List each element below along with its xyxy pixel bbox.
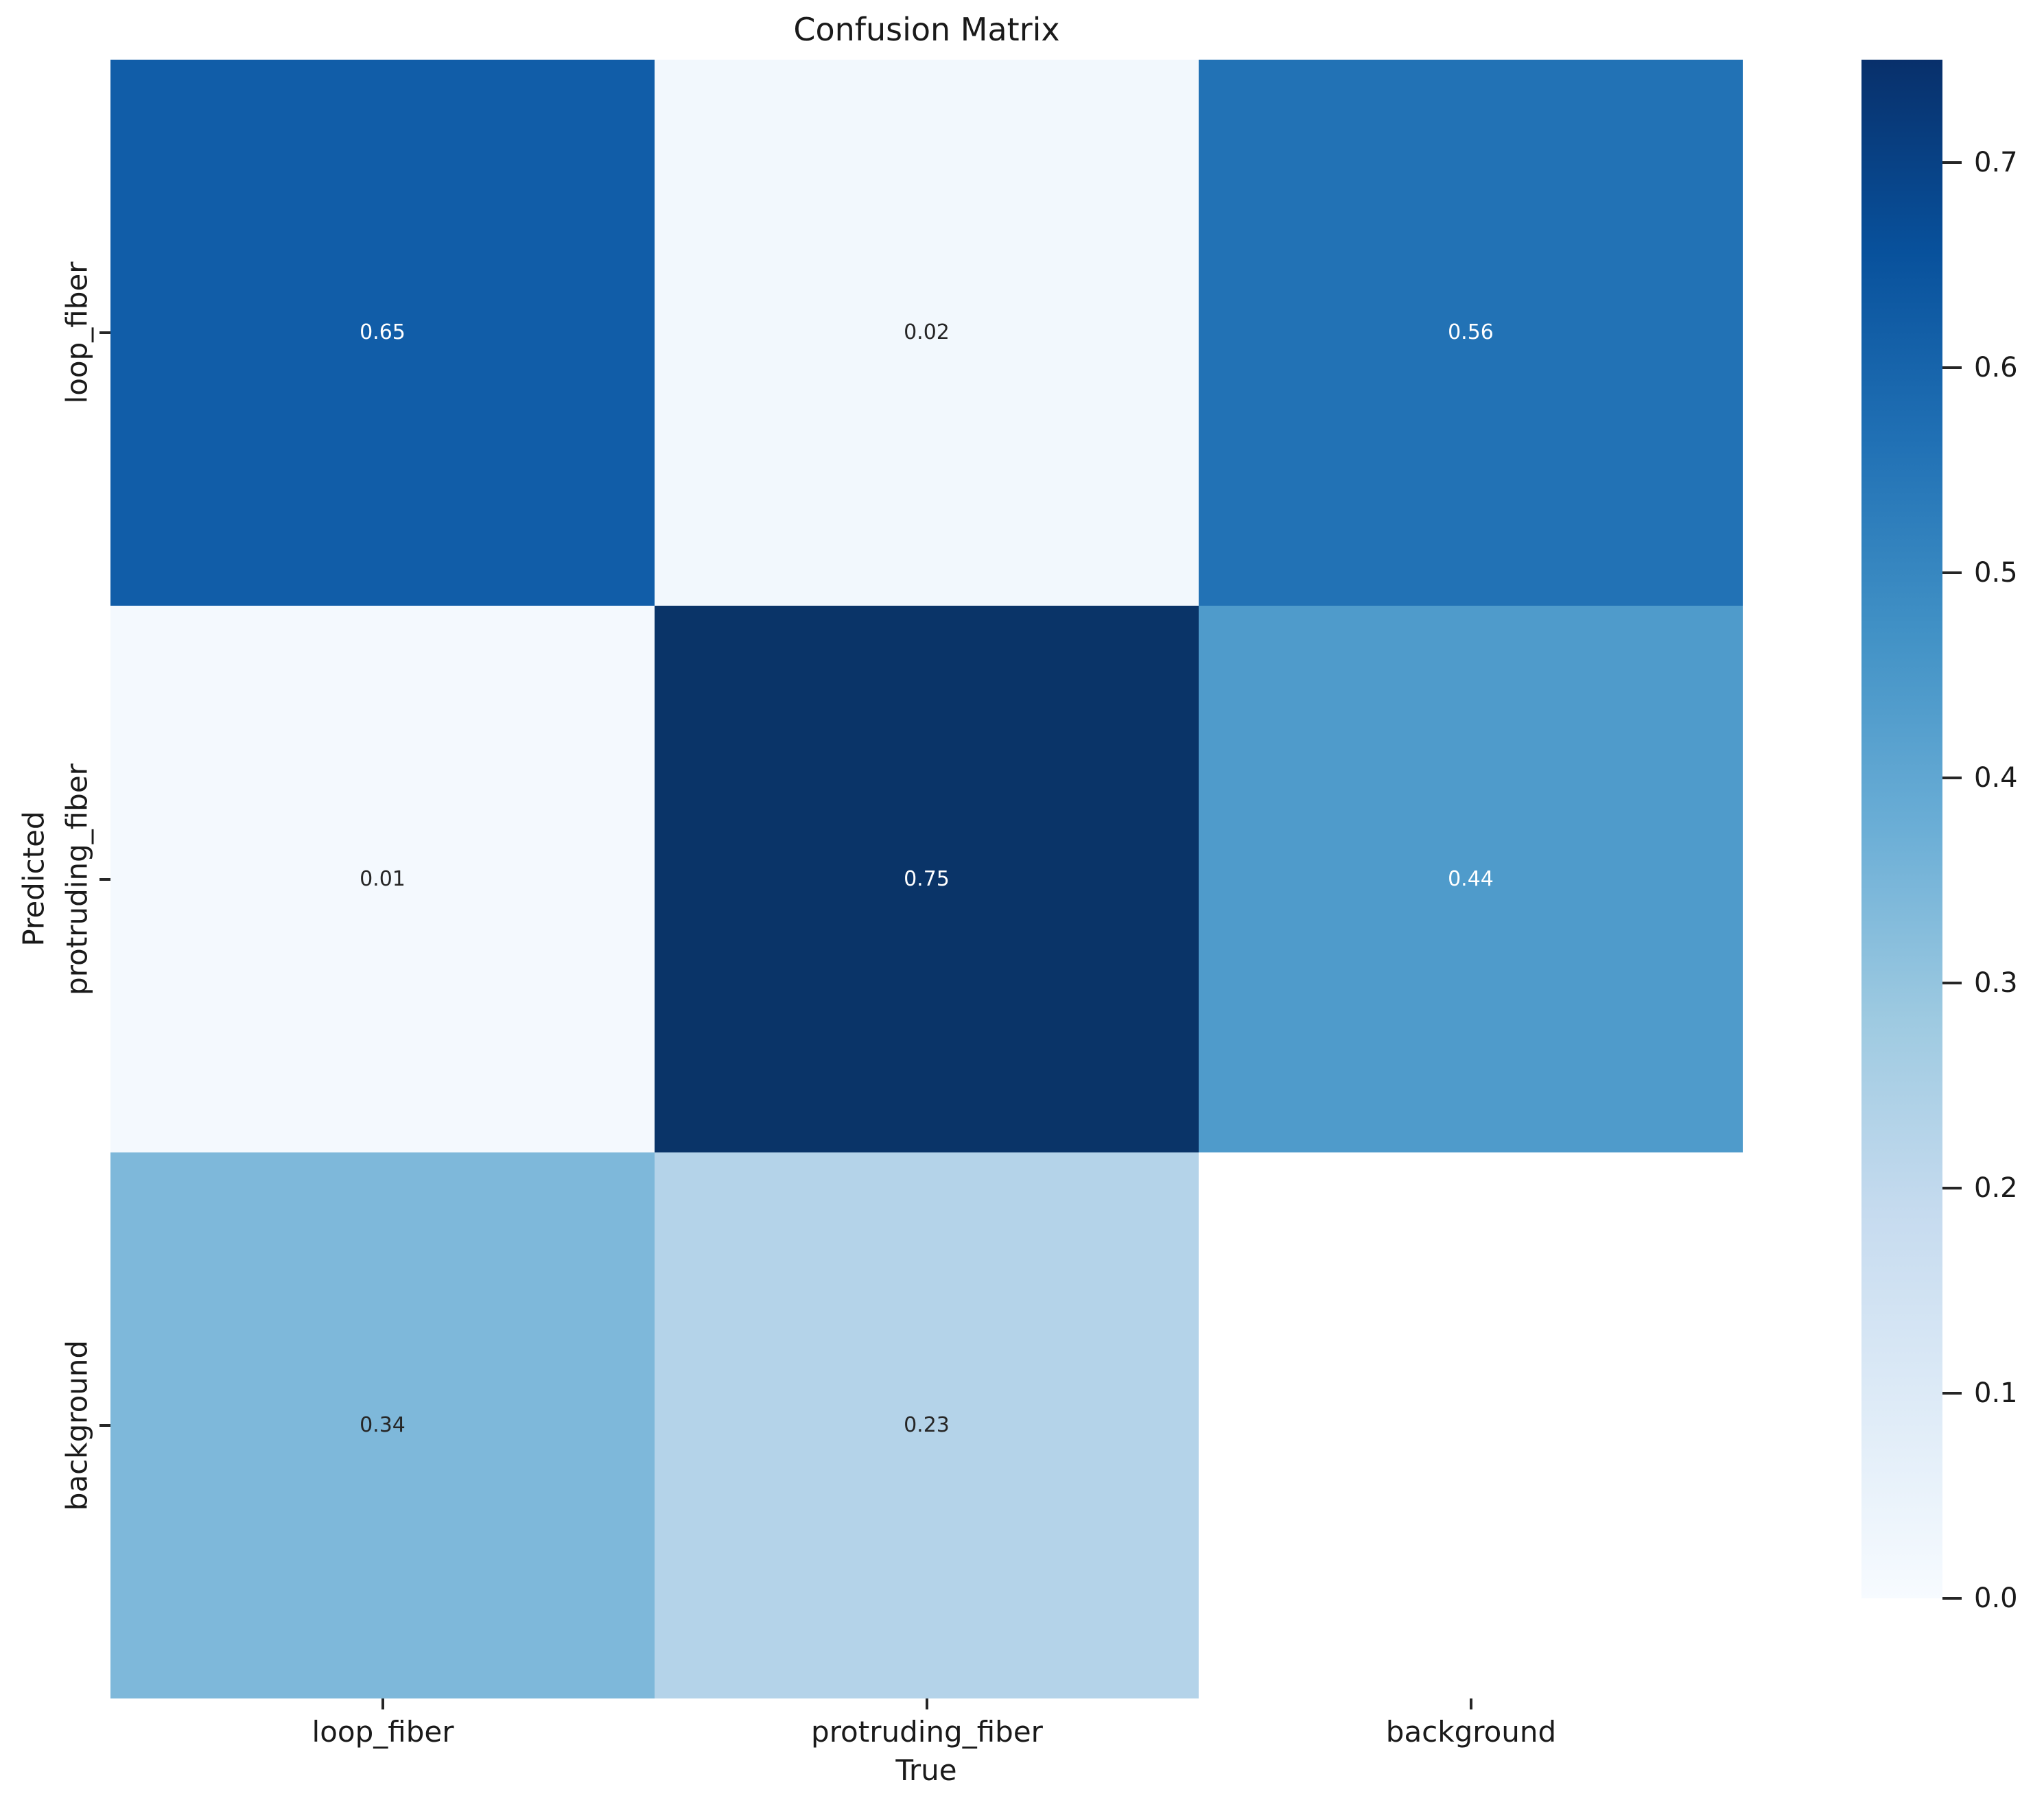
cell-value: 0.01 [360,866,406,891]
y-tick-label-background: background [60,1340,94,1511]
y-tick-mark [99,878,110,881]
colorbar-tick-mark [1942,161,1962,164]
x-tick-mark [1470,1698,1472,1709]
colorbar-tick-mark [1942,366,1962,369]
colorbar-tick-label: 0.3 [1974,967,2018,999]
x-axis-label: True [895,1753,957,1787]
x-tick-mark [926,1698,928,1709]
heatmap-cell-background-loop_fiber: 0.34 [110,1152,655,1698]
colorbar-tick-label: 0.4 [1974,762,2018,794]
x-tick-mark [381,1698,384,1709]
x-tick-label-loop_fiber: loop_fiber [312,1715,454,1749]
y-tick-label-protruding_fiber: protruding_fiber [60,763,94,995]
heatmap-cell-background-background [1199,1152,1743,1698]
colorbar-tick-label: 0.1 [1974,1377,2018,1409]
heatmap-axes: 0.65 0.02 0.56 0.01 0.75 0.44 0.34 0.23 [110,60,1743,1698]
colorbar-tick-mark [1942,982,1962,984]
x-tick-label-background: background [1385,1715,1557,1749]
colorbar-tick-mark [1942,571,1962,574]
heatmap-cell-protruding_fiber-protruding_fiber: 0.75 [655,606,1199,1152]
colorbar-tick-mark [1942,777,1962,779]
colorbar-tick-label: 0.0 [1974,1583,2018,1614]
cell-value: 0.56 [1448,320,1494,344]
y-tick-label-loop_fiber: loop_fiber [60,261,94,404]
colorbar-tick-label: 0.7 [1974,147,2018,178]
colorbar-tick-label: 0.6 [1974,352,2018,383]
heatmap-cell-protruding_fiber-background: 0.44 [1199,606,1743,1152]
y-tick-mark [99,331,110,334]
y-tick-mark [99,1424,110,1427]
colorbar-tick-mark [1942,1392,1962,1395]
heatmap-cell-background-protruding_fiber: 0.23 [655,1152,1199,1698]
heatmap-cell-loop_fiber-protruding_fiber: 0.02 [655,60,1199,606]
colorbar-tick-mark [1942,1187,1962,1189]
cell-value: 0.34 [360,1413,406,1437]
cell-value: 0.23 [904,1413,950,1437]
colorbar-tick-label: 0.2 [1974,1172,2018,1204]
colorbar-tick-mark [1942,1597,1962,1600]
chart-title: Confusion Matrix [793,11,1060,48]
cell-value: 0.75 [904,866,950,891]
y-axis-label: Predicted [16,811,51,947]
heatmap-cell-protruding_fiber-loop_fiber: 0.01 [110,606,655,1152]
cell-value: 0.02 [904,320,950,344]
heatmap-cell-loop_fiber-background: 0.56 [1199,60,1743,606]
colorbar-tick-label: 0.5 [1974,557,2018,589]
cell-value: 0.44 [1448,866,1494,891]
x-tick-label-protruding_fiber: protruding_fiber [811,1715,1043,1749]
heatmap-cell-loop_fiber-loop_fiber: 0.65 [110,60,655,606]
colorbar [1861,60,1942,1598]
cell-value: 0.65 [360,320,406,344]
